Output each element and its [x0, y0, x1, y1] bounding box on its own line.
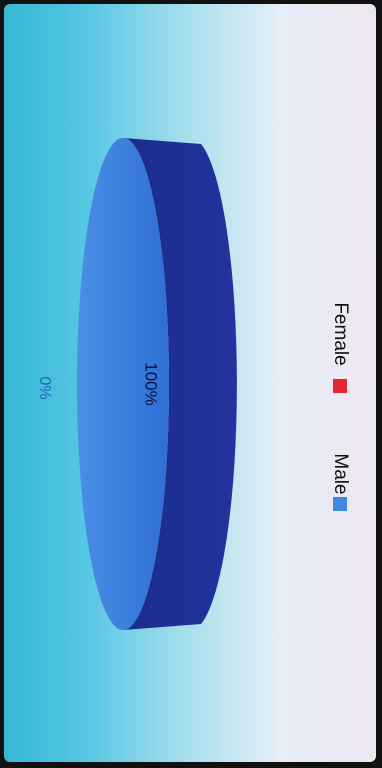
- legend: Male Female: [330, 302, 351, 511]
- legend-swatch-male: [333, 497, 347, 511]
- chart-frame: 100% 0% Male Female: [4, 4, 376, 762]
- pie-chart: 100% 0% Male Female: [36, 138, 351, 630]
- legend-label-male: Male: [330, 453, 351, 494]
- legend-swatch-female: [333, 379, 347, 393]
- pie-group: 100% 0%: [36, 138, 237, 630]
- pie-slice-male: [77, 138, 169, 630]
- data-label-male: 100%: [142, 362, 161, 405]
- pie-slice-side-male: [123, 138, 237, 630]
- data-label-female: 0%: [36, 376, 53, 399]
- legend-label-female: Female: [330, 302, 351, 365]
